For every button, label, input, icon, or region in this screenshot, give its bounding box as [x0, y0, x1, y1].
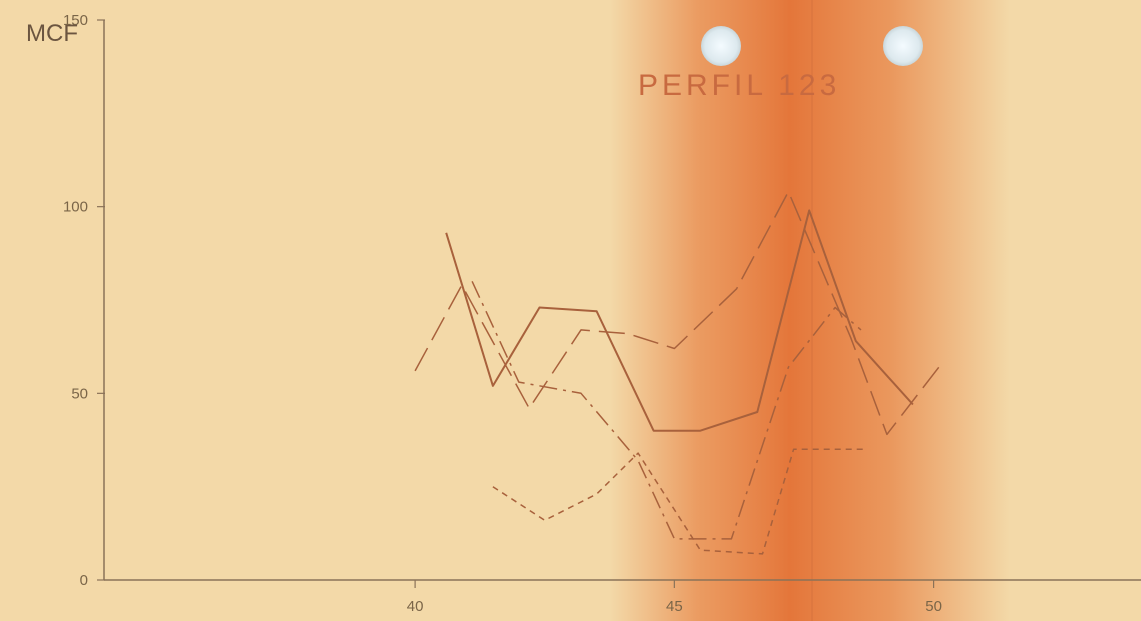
x-tick-label: 40: [407, 598, 424, 615]
punch-hole-left: [701, 26, 741, 66]
y-tick-label: 50: [71, 385, 88, 402]
chart-title: PERFIL 123: [638, 69, 840, 102]
y-axis-label: MCF: [26, 20, 78, 47]
y-tick-label: 150: [63, 12, 88, 29]
orange-stain: [610, 0, 1010, 621]
series-line-solid: [445, 209, 914, 432]
series-line-long-dash: [414, 190, 940, 436]
x-tick-label: 50: [925, 598, 942, 615]
punch-hole-right: [883, 26, 923, 66]
series-line-short-dash: [492, 448, 867, 555]
x-ticks: 40 45 50: [407, 580, 942, 615]
x-tick-label: 45: [666, 598, 683, 615]
y-tick-label: 0: [80, 572, 88, 589]
series-layer: [414, 190, 940, 555]
series-line-dash-dot: [471, 280, 862, 540]
y-tick-label: 100: [63, 199, 88, 216]
y-ticks: 0 50 100 150: [63, 12, 105, 589]
